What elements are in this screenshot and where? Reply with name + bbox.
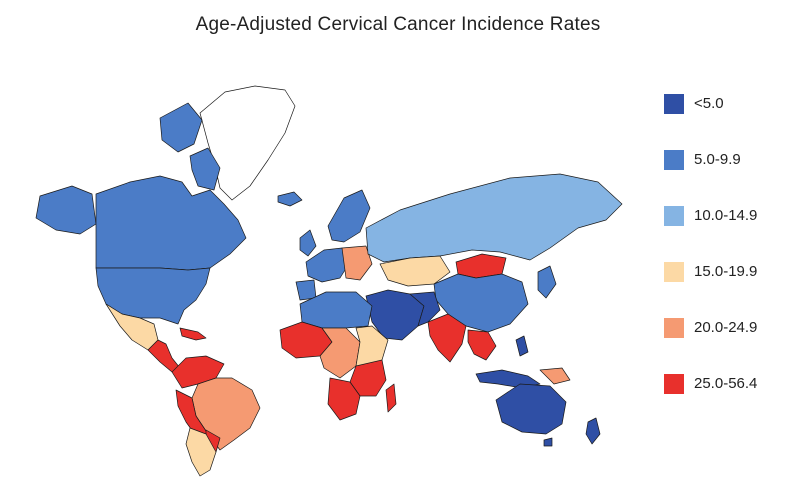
- world-choropleth-map: [35, 85, 623, 477]
- region-new-zealand: [585, 417, 601, 445]
- legend-swatch: [664, 94, 684, 114]
- region-arctic-canada: [159, 102, 203, 153]
- region-central-africa: [319, 327, 361, 379]
- region-southeast-asia: [467, 329, 497, 361]
- region-australia: [495, 383, 567, 435]
- legend-swatch: [664, 318, 684, 338]
- region-central-america: [147, 339, 181, 373]
- legend-swatch: [664, 262, 684, 282]
- region-philippines: [515, 335, 529, 357]
- legend-label: <5.0: [694, 95, 724, 112]
- legend-label: 20.0-24.9: [694, 319, 758, 336]
- region-caribbean: [179, 327, 207, 341]
- region-british-isles: [299, 229, 317, 257]
- region-eastern-europe: [341, 245, 373, 281]
- legend-item: 20.0-24.9: [664, 318, 792, 344]
- region-iberia: [295, 279, 317, 301]
- legend-swatch: [664, 206, 684, 226]
- legend-label: 10.0-14.9: [694, 207, 758, 224]
- region-baffin-island: [189, 147, 221, 191]
- region-madagascar: [385, 383, 397, 413]
- region-northern-south-america: [171, 355, 225, 389]
- region-india: [427, 313, 467, 363]
- legend-swatch: [664, 374, 684, 394]
- region-alaska: [35, 185, 97, 235]
- region-japan: [537, 265, 557, 299]
- region-iceland: [277, 191, 303, 207]
- region-scandinavia: [327, 189, 371, 243]
- legend-label: 15.0-19.9: [694, 263, 758, 280]
- legend-item: 25.0-56.4: [664, 374, 792, 400]
- region-new-guinea: [539, 367, 571, 385]
- region-southern-africa: [327, 377, 361, 421]
- region-russia: [365, 173, 623, 263]
- region-central-asia: [379, 255, 451, 287]
- region-china: [433, 273, 529, 333]
- legend-item: <5.0: [664, 94, 792, 120]
- region-southern-cone: [185, 427, 217, 477]
- legend-label: 25.0-56.4: [694, 375, 758, 392]
- legend: <5.0 5.0-9.9 10.0-14.9 15.0-19.9 20.0-24…: [664, 94, 792, 430]
- region-tasmania: [543, 437, 553, 447]
- legend-item: 5.0-9.9: [664, 150, 792, 176]
- legend-swatch: [664, 150, 684, 170]
- legend-item: 15.0-19.9: [664, 262, 792, 288]
- legend-item: 10.0-14.9: [664, 206, 792, 232]
- map-title: Age-Adjusted Cervical Cancer Incidence R…: [195, 14, 601, 35]
- legend-label: 5.0-9.9: [694, 151, 741, 168]
